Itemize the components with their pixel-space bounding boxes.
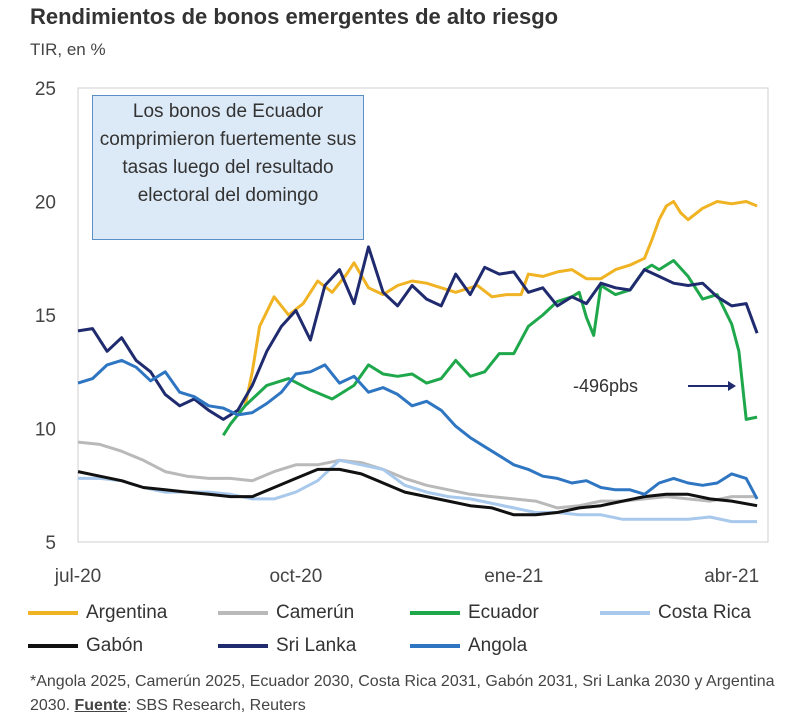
callout-arrow-icon xyxy=(688,381,736,391)
callout-label: -496pbs xyxy=(573,376,638,396)
y-tick-label: 5 xyxy=(45,533,56,554)
plot-frame xyxy=(77,87,769,543)
legend-item: Gabón xyxy=(28,631,143,661)
legend-item: Argentina xyxy=(28,598,167,628)
y-tick-label: 10 xyxy=(35,420,56,441)
legend-swatch xyxy=(28,611,78,615)
y-tick-label: 25 xyxy=(35,79,56,100)
legend-label: Costa Rica xyxy=(658,602,751,623)
series-line-gab-n xyxy=(77,467,758,517)
series-line-camer-n xyxy=(77,440,758,510)
legend-item: Costa Rica xyxy=(600,598,751,628)
footnote: *Angola 2025, Camerún 2025, Ecuador 2030… xyxy=(30,670,790,718)
legend-swatch xyxy=(600,611,650,615)
source-text: : SBS Research, Reuters xyxy=(126,697,306,714)
chart-subtitle: TIR, en % xyxy=(30,40,106,59)
series-line-angola xyxy=(77,358,759,500)
legend-item: Sri Lanka xyxy=(218,631,356,661)
legend-label: Angola xyxy=(468,635,528,656)
legend-swatch xyxy=(218,611,268,615)
x-tick-label: abr-21 xyxy=(704,566,759,587)
annotation-box: Los bonos de Ecuador comprimieron fuerte… xyxy=(92,95,364,240)
x-tick-label: oct-20 xyxy=(269,566,322,587)
x-tick-label: ene-21 xyxy=(484,566,543,587)
legend-item: Angola xyxy=(410,631,527,661)
footnote-text: *Angola 2025, Camerún 2025, Ecuador 2030… xyxy=(30,673,775,714)
legend-item: Ecuador xyxy=(410,598,539,628)
line-chart: 5 10 15 20 25 jul-20 oct-20 ene-21 abr-21 -496p… xyxy=(35,79,769,587)
series-line-argentina xyxy=(243,200,758,407)
plot-area xyxy=(77,87,769,543)
legend-label: Gabón xyxy=(86,635,144,656)
x-tick-label: jul-20 xyxy=(54,566,101,587)
legend-swatch xyxy=(218,644,268,648)
legend-swatch xyxy=(410,611,460,615)
chart-title: Rendimientos de bonos emergentes de alto… xyxy=(30,4,559,29)
legend-swatch xyxy=(410,644,460,648)
y-tick-label: 20 xyxy=(35,193,56,214)
legend-label: Sri Lanka xyxy=(276,635,357,656)
series-line-sri-lanka xyxy=(77,245,759,421)
series-line-ecuador xyxy=(222,259,758,437)
y-tick-label: 15 xyxy=(35,306,56,327)
legend-item: Camerún xyxy=(218,598,354,628)
source-label: Fuente xyxy=(74,697,127,714)
legend: Argentina Camerún Ecuador Costa Rica Gabón Sr… xyxy=(0,598,800,668)
legend-label: Argentina xyxy=(86,602,168,623)
legend-swatch xyxy=(28,644,78,648)
legend-label: Camerún xyxy=(276,602,355,623)
legend-label: Ecuador xyxy=(468,602,539,623)
